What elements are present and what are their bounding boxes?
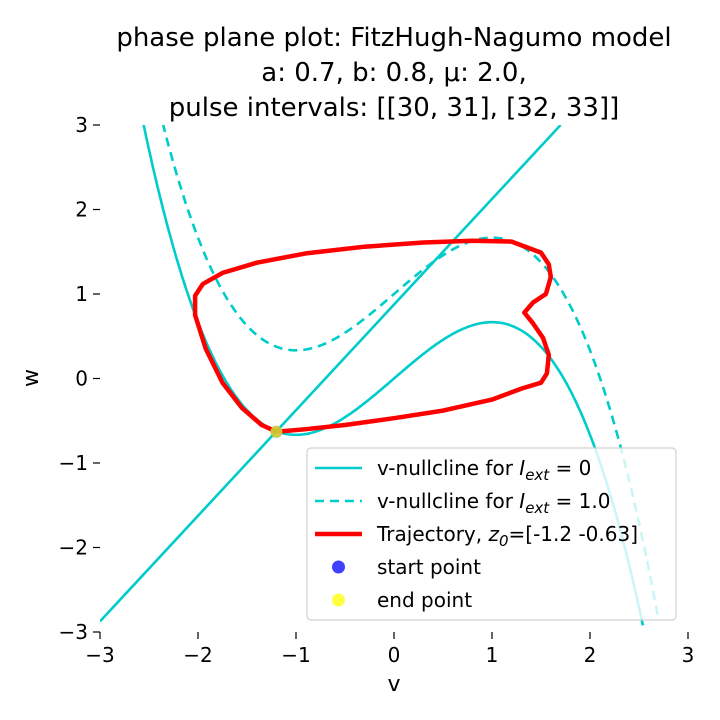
legend-box	[306, 447, 677, 621]
series-line-4	[192, 238, 554, 434]
y-tick-label: −3	[59, 620, 88, 644]
title-line-3: pulse intervals: [[30, 31], [32, 33]]	[169, 93, 620, 123]
legend-label: start point	[377, 555, 481, 579]
series-line-1	[142, 125, 645, 626]
y-tick-label: 3	[75, 113, 88, 137]
legend: v-nullcline for Iext = 0 v-nullcline for …	[306, 447, 677, 621]
x-axis-label: v	[387, 672, 400, 697]
legend-handle	[332, 560, 345, 574]
x-tick-label: 3	[682, 643, 695, 667]
x-tick-label: 0	[388, 643, 401, 667]
legend-handle	[332, 593, 345, 607]
y-tick-label: −2	[59, 536, 88, 560]
legend-label: v-nullcline for Iext = 0	[377, 456, 591, 484]
y-axis-label: w	[19, 369, 44, 387]
axes: −3 −2 −1 0 1 2 3 −3 −2 −1 0 1 2 3	[59, 113, 695, 667]
end-point-marker	[270, 425, 283, 438]
legend-label: end point	[377, 588, 472, 612]
y-tick-label: −1	[59, 451, 88, 475]
y-tick-label: 1	[75, 282, 88, 306]
x-tick-label: 1	[486, 643, 499, 667]
chart-title: phase plane plot: FitzHugh-Nagumo model …	[116, 23, 671, 123]
series-line-2	[161, 125, 660, 621]
title-line-2: a: 0.7, b: 0.8, μ: 2.0,	[261, 58, 526, 88]
series-line-3	[100, 125, 562, 623]
plot-area	[100, 125, 660, 626]
y-tick-label: 0	[75, 367, 88, 391]
y-tick-label: 2	[75, 198, 88, 222]
x-tick-label: −3	[85, 643, 114, 667]
x-tick-label: −1	[281, 643, 310, 667]
legend-label: v-nullcline for Iext = 1.0	[377, 489, 610, 517]
x-tick-label: −2	[183, 643, 212, 667]
legend-label: Trajectory, z0=[-1.2 -0.63]	[376, 522, 638, 550]
title-line-1: phase plane plot: FitzHugh-Nagumo model	[116, 23, 671, 53]
x-tick-label: 2	[584, 643, 597, 667]
